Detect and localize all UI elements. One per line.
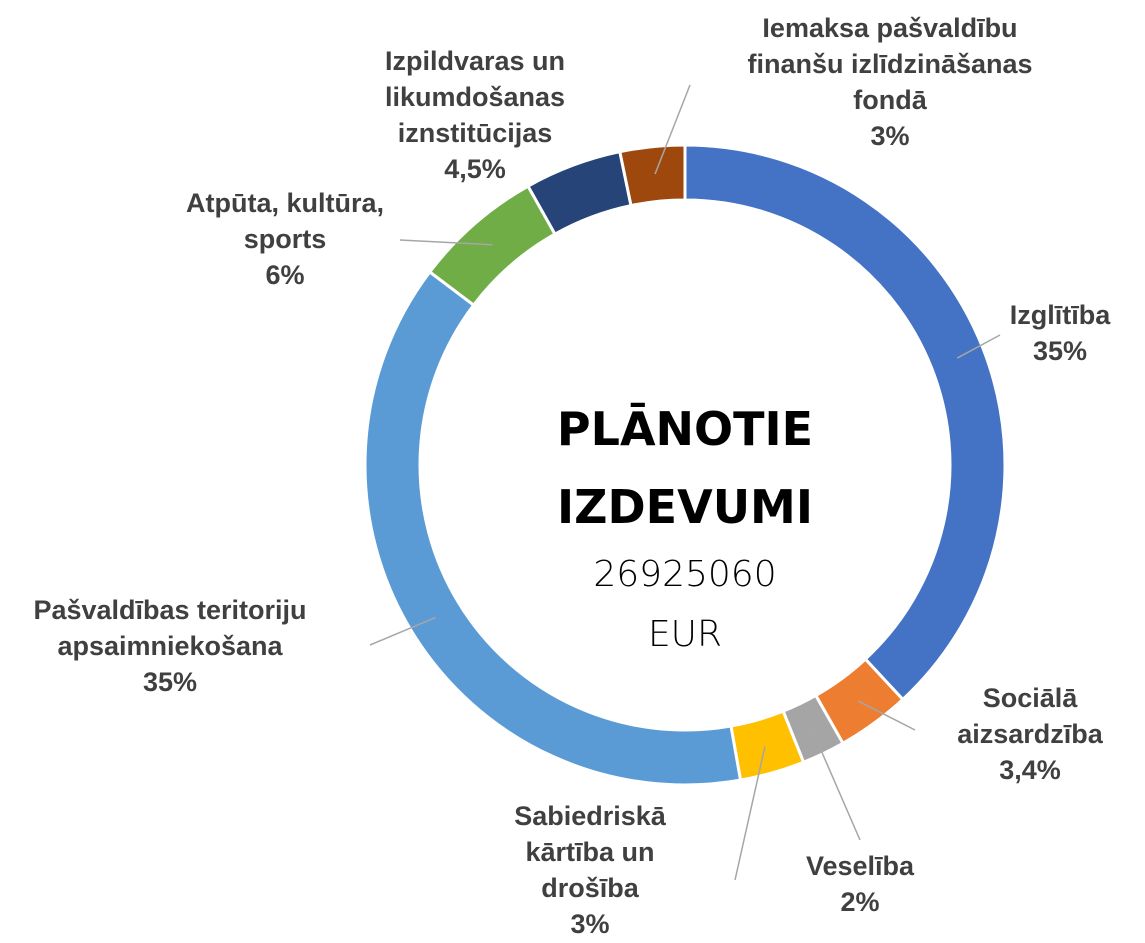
slice-label: Sociālā aizsardzība [957,683,1103,749]
leader-line [369,616,436,646]
slice-value-label: 35% [142,667,198,697]
center-total: 26925060 EUR [593,554,777,655]
donut-slice [363,269,743,787]
chart-title: PLĀNOTIE IZDEVUMI [556,402,814,534]
slice-value-label: 3% [570,909,610,939]
slice-label: Sabiedriskā kārtība un drošība [514,801,666,903]
slice-value-label: 6% [265,260,305,290]
donut-slice [618,143,687,208]
leader-line [810,728,861,841]
slice-label: Iemaksa pašvaldību finanšu izlīdzināšana… [747,13,1033,115]
slice-label: Izpildvaras un likumdošanas iznstitūcija… [384,46,566,148]
leader-line [734,746,766,881]
slice-label: Pašvaldības teritoriju apsaimniekošana [33,595,307,661]
slice-value-label: 3,4% [999,755,1061,785]
slice-value-label: 2% [840,887,880,917]
donut-slice [427,184,558,308]
slice-label: Izglītība [1009,300,1111,330]
slice-value-label: 35% [1032,336,1088,366]
slice-label: Atpūta, kultūra, sports [185,188,384,254]
leader-line [399,239,493,246]
slice-label: Veselība [805,851,915,881]
leader-line [857,700,916,731]
slice-value-label: 3% [870,121,910,151]
slice-value-label: 4,5% [444,154,506,184]
leader-line [956,334,1001,359]
donut-slice [683,143,1007,702]
leader-line [654,84,691,175]
